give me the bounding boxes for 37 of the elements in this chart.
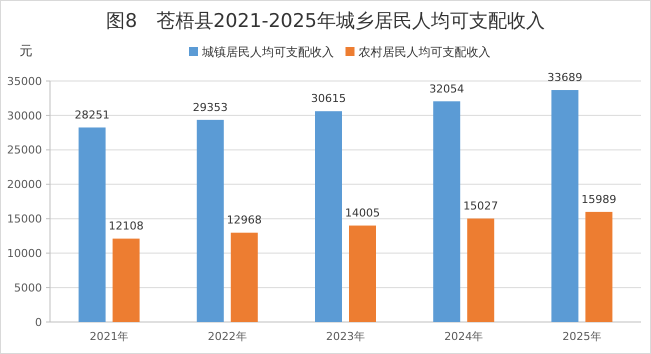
data-label: 12968 bbox=[226, 214, 262, 227]
bar bbox=[467, 218, 494, 322]
y-tick-label: 20000 bbox=[7, 178, 42, 192]
data-label: 15027 bbox=[463, 200, 498, 213]
bar bbox=[78, 127, 106, 322]
data-label: 14005 bbox=[345, 206, 380, 220]
y-axis-title: 元 bbox=[20, 44, 32, 59]
data-label: 32054 bbox=[429, 82, 464, 96]
bar bbox=[230, 232, 258, 322]
y-tick-label: 10000 bbox=[7, 246, 42, 260]
legend-label: 农村居民人均可支配收入 bbox=[358, 45, 490, 60]
bar bbox=[112, 238, 140, 322]
y-tick-label: 25000 bbox=[7, 144, 42, 157]
data-label: 15989 bbox=[581, 192, 616, 206]
x-tick-label: 2021年 bbox=[90, 330, 129, 343]
y-tick-label: 0 bbox=[35, 316, 42, 329]
data-label: 28251 bbox=[74, 108, 110, 122]
data-label: 29353 bbox=[192, 100, 228, 114]
x-tick-label: 2022年 bbox=[208, 330, 247, 343]
y-tick-label: 30000 bbox=[7, 109, 42, 122]
y-tick-label: 15000 bbox=[7, 212, 42, 226]
bar bbox=[196, 120, 224, 322]
chart-title: 图8 苍梧县2021-2025年城乡居民人均可支配收入 bbox=[106, 10, 545, 32]
x-tick-label: 2025年 bbox=[562, 330, 602, 343]
bar bbox=[433, 101, 460, 322]
legend-label: 城镇居民人均可支配收入 bbox=[201, 45, 334, 60]
data-label: 30615 bbox=[311, 92, 346, 106]
bar bbox=[585, 212, 612, 322]
data-label: 33689 bbox=[547, 71, 582, 84]
y-tick-label: 35000 bbox=[7, 74, 42, 88]
bar bbox=[551, 90, 578, 322]
x-tick-label: 2024年 bbox=[444, 330, 484, 343]
x-tick-label: 2023年 bbox=[326, 330, 365, 343]
y-tick-label: 5000 bbox=[14, 281, 42, 294]
bar bbox=[315, 111, 342, 322]
bar bbox=[349, 226, 376, 322]
data-label: 12108 bbox=[108, 220, 144, 233]
